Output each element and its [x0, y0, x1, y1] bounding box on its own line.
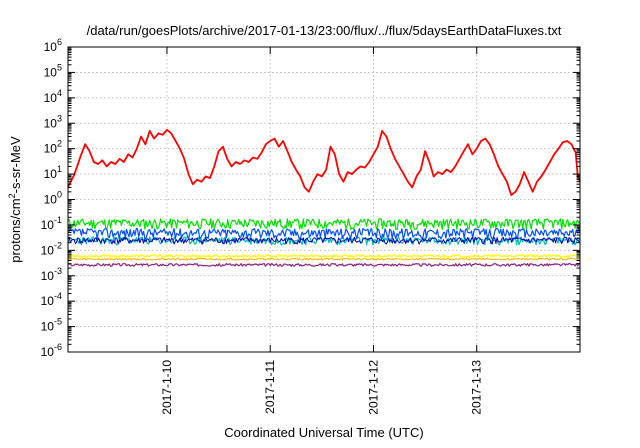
series-line [67, 254, 581, 258]
series-line [67, 218, 581, 230]
y-tick-exponent: 3 [57, 113, 62, 123]
y-axis: 10-610-510-410-310-210-11001011021031041… [41, 37, 580, 359]
y-tick-exponent: -5 [54, 317, 62, 327]
x-tick-label: 2017-1-13 [470, 360, 484, 415]
y-axis-label: protons/cm2-s-sr-MeV [7, 136, 23, 263]
y-tick-label: 100 [44, 190, 62, 207]
y-tick-label: 103 [44, 113, 62, 130]
y-tick-label: 101 [44, 164, 62, 181]
y-tick-exponent: 5 [57, 62, 62, 72]
series-line [67, 128, 581, 196]
y-tick-label: 10-4 [41, 291, 62, 308]
y-tick-exponent: -3 [54, 266, 62, 276]
y-tick-exponent: 1 [57, 164, 62, 174]
chart-title: /data/run/goesPlots/archive/2017-01-13/2… [87, 23, 562, 38]
y-tick-exponent: 0 [57, 190, 62, 200]
y-tick-exponent: -4 [54, 291, 62, 301]
y-tick-exponent: -2 [54, 240, 62, 250]
y-tick-label: 10-6 [41, 342, 62, 359]
series-line [67, 257, 581, 261]
grid [68, 47, 580, 352]
y-tick-exponent: 2 [57, 139, 62, 149]
y-tick-exponent: -6 [54, 342, 62, 352]
y-label-post: -s-sr-MeV [8, 136, 23, 193]
series-line [67, 227, 581, 240]
y-label-sup: 2 [7, 193, 17, 198]
x-tick-label: 2017-1-10 [160, 360, 174, 415]
y-tick-label: 10-1 [41, 215, 62, 232]
x-axis: 2017-1-10 2017-1-11 2017-1-12 2017-1-13 [160, 47, 484, 415]
y-tick-label: 10-2 [41, 240, 62, 257]
y-tick-exponent: 6 [57, 37, 62, 47]
y-tick-exponent: -1 [54, 215, 62, 225]
series-line [67, 262, 581, 267]
y-tick-exponent: 4 [57, 88, 62, 98]
x-tick-label: 2017-1-11 [263, 360, 277, 414]
series-layer [67, 128, 581, 267]
y-tick-label: 102 [44, 139, 62, 156]
y-tick-label: 105 [44, 62, 62, 79]
y-tick-label: 10-3 [41, 266, 62, 283]
series-line [67, 236, 581, 245]
y-tick-label: 106 [44, 37, 62, 54]
x-axis-label: Coordinated Universal Time (UTC) [224, 425, 423, 440]
y-label-pre: protons/cm [8, 198, 23, 262]
y-tick-label: 10-5 [41, 317, 62, 334]
y-tick-label: 104 [44, 88, 62, 105]
x-tick-label: 2017-1-12 [366, 360, 380, 415]
